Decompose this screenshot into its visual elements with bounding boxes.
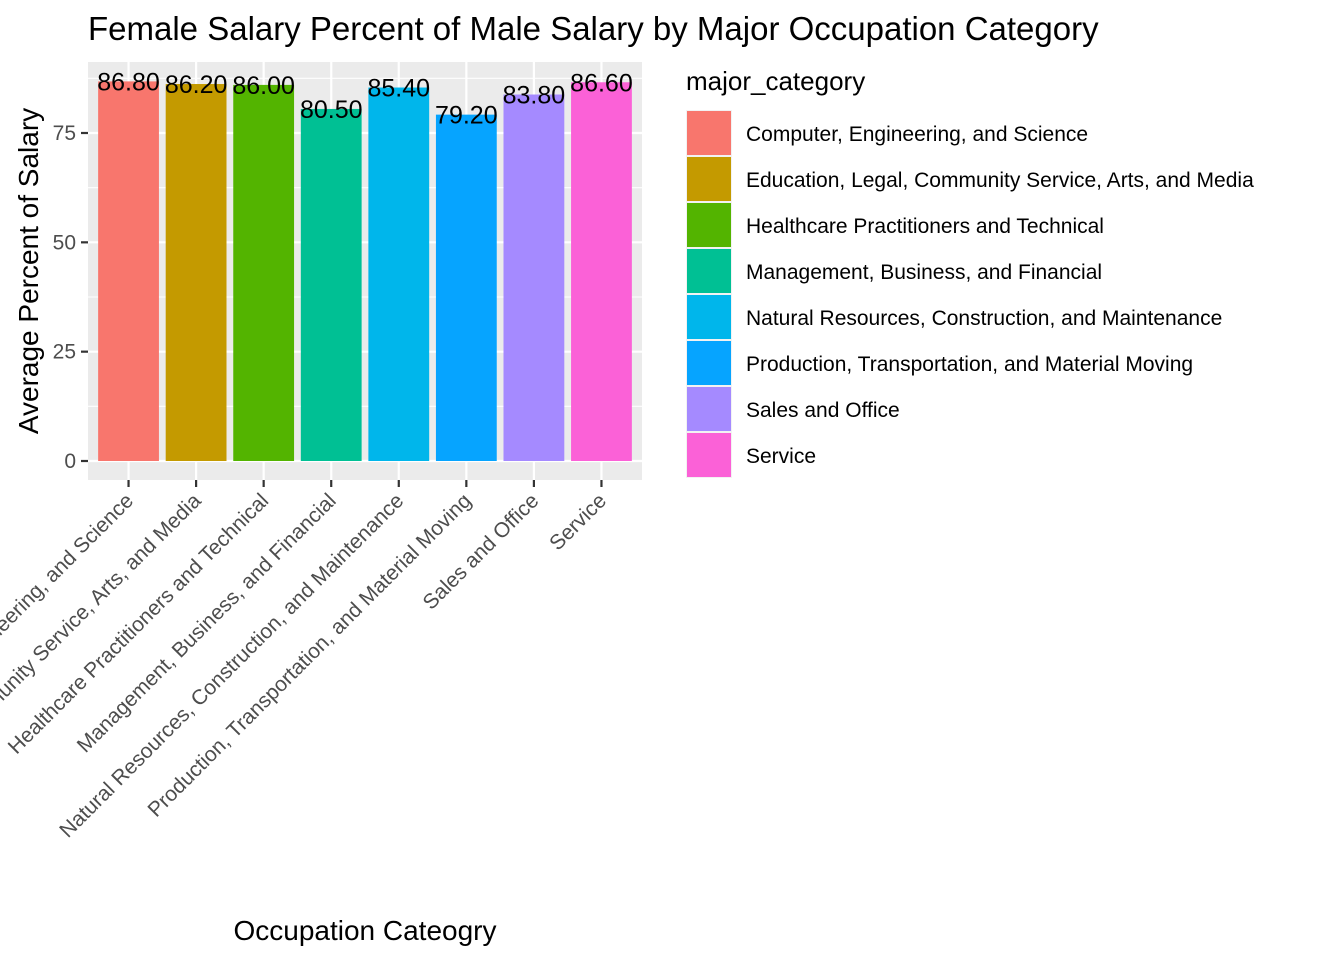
bars xyxy=(98,81,632,462)
legend-label: Natural Resources, Construction, and Mai… xyxy=(746,307,1222,330)
bar xyxy=(165,84,227,461)
legend-label: Sales and Office xyxy=(746,399,900,422)
x-axis-title: Occupation Cateogry xyxy=(233,915,496,946)
y-tick-label: 25 xyxy=(53,341,76,364)
legend: major_category Computer, Engineering, an… xyxy=(686,66,1254,478)
legend-swatch xyxy=(687,433,731,477)
data-label: 80.50 xyxy=(300,96,363,124)
data-label: 79.20 xyxy=(435,102,498,130)
x-axis: Computer, Engineering, and ScienceEducat… xyxy=(0,480,611,865)
legend-swatch xyxy=(687,341,731,385)
y-tick-label: 75 xyxy=(53,122,76,145)
legend-label: Service xyxy=(746,445,816,468)
bar xyxy=(300,108,362,462)
y-axis-title: Average Percent of Salary xyxy=(13,108,44,434)
y-tick-label: 50 xyxy=(53,231,76,254)
bar xyxy=(435,114,497,461)
legend-label: Production, Transportation, and Material… xyxy=(746,353,1193,376)
legend-label: Management, Business, and Financial xyxy=(746,261,1102,284)
legend-title: major_category xyxy=(686,66,865,96)
data-label: 83.80 xyxy=(503,82,566,110)
bar xyxy=(571,82,632,461)
legend-swatch xyxy=(687,387,731,431)
legend-swatch xyxy=(687,249,731,293)
legend-swatch xyxy=(687,157,731,201)
data-label: 85.40 xyxy=(367,75,430,103)
legend-swatch xyxy=(687,203,731,247)
legend-swatch xyxy=(687,295,731,339)
bar xyxy=(98,81,159,462)
data-label: 86.80 xyxy=(97,68,160,96)
x-tick-label: Sales and Office xyxy=(418,489,543,614)
chart-title: Female Salary Percent of Male Salary by … xyxy=(88,10,1099,47)
legend-label: Education, Legal, Community Service, Art… xyxy=(746,169,1254,192)
data-label: 86.20 xyxy=(165,71,228,99)
x-tick-label: Production, Transportation, and Material… xyxy=(143,489,475,821)
y-axis: 0 25 50 75 xyxy=(53,122,88,473)
legend-label: Healthcare Practitioners and Technical xyxy=(746,215,1104,238)
data-label: 86.60 xyxy=(570,69,633,97)
legend-label: Computer, Engineering, and Science xyxy=(746,123,1088,146)
x-tick-label: Service xyxy=(545,489,611,555)
bar xyxy=(503,94,565,462)
y-tick-label: 0 xyxy=(64,450,76,473)
data-label: 86.00 xyxy=(232,72,295,100)
bar xyxy=(368,87,430,461)
bar xyxy=(233,84,295,461)
legend-swatch xyxy=(687,111,731,155)
